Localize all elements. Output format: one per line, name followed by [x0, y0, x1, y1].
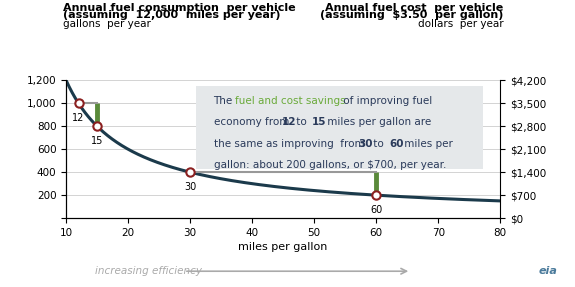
- Text: 12: 12: [72, 113, 85, 123]
- Text: economy from: economy from: [213, 117, 292, 127]
- Text: (assuming  $3.50  per gallon): (assuming $3.50 per gallon): [320, 10, 503, 20]
- Text: gallon: about 200 gallons, or $700, per year.: gallon: about 200 gallons, or $700, per …: [213, 160, 446, 170]
- Text: dollars  per year: dollars per year: [417, 19, 503, 29]
- Text: to: to: [293, 117, 310, 127]
- Text: 30: 30: [184, 182, 196, 192]
- Text: gallons  per year: gallons per year: [63, 19, 151, 29]
- Text: 15: 15: [91, 136, 103, 146]
- Text: fuel and cost savings: fuel and cost savings: [235, 96, 346, 106]
- Text: the same as improving  from: the same as improving from: [213, 139, 367, 149]
- Text: 15: 15: [312, 117, 327, 127]
- Text: The: The: [213, 96, 236, 106]
- Text: to: to: [370, 139, 388, 149]
- Text: 30: 30: [358, 139, 373, 149]
- Text: Annual fuel cost  per vehicle: Annual fuel cost per vehicle: [325, 3, 503, 13]
- Text: 60: 60: [389, 139, 404, 149]
- Text: miles per: miles per: [401, 139, 453, 149]
- Text: increasing efficiency: increasing efficiency: [95, 266, 202, 276]
- Text: Annual fuel consumption  per vehicle: Annual fuel consumption per vehicle: [63, 3, 296, 13]
- Text: 12: 12: [281, 117, 296, 127]
- X-axis label: miles per gallon: miles per gallon: [239, 242, 328, 252]
- Text: (assuming  12,000  miles per year): (assuming 12,000 miles per year): [63, 10, 281, 20]
- Text: of improving fuel: of improving fuel: [340, 96, 432, 106]
- Text: eia: eia: [539, 265, 558, 276]
- Text: miles per gallon are: miles per gallon are: [324, 117, 431, 127]
- Text: 60: 60: [370, 205, 382, 215]
